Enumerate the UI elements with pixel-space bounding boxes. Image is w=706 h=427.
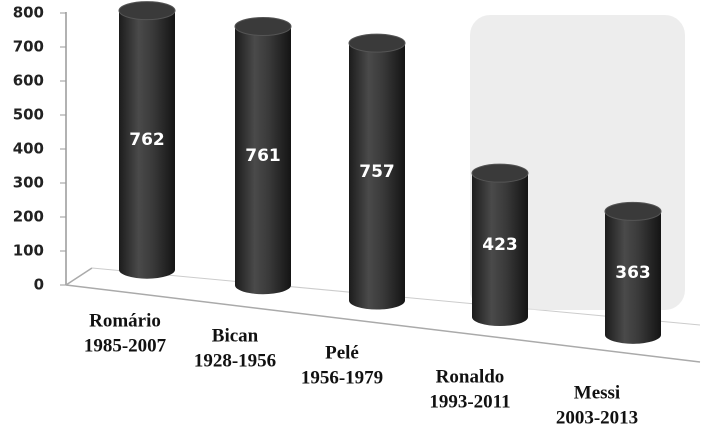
value-label: 757	[359, 162, 395, 182]
x-tick-label: Ronaldo	[436, 366, 505, 387]
y-tick-label: 500	[13, 106, 44, 124]
y-tick-label: 600	[13, 72, 44, 90]
x-tick-label: 1956-1979	[301, 367, 383, 388]
x-tick-label: Messi	[574, 382, 620, 403]
bar-top	[472, 164, 528, 182]
bar-top	[235, 18, 291, 36]
value-label: 423	[482, 235, 518, 255]
y-tick-label: 800	[13, 4, 44, 22]
value-label: 762	[129, 130, 165, 150]
bar-top	[119, 2, 175, 20]
x-tick-label: 1928-1956	[194, 350, 276, 371]
y-tick-label: 400	[13, 140, 44, 158]
chart: 0 100 200 300 400 500 600 700 800 762 Romário 1985-…	[0, 0, 706, 427]
x-tick-label: 1993-2011	[429, 391, 510, 412]
value-label: 761	[245, 146, 281, 166]
y-tick-label: 200	[13, 208, 44, 226]
x-tick-label: Bican	[212, 325, 259, 346]
y-tick-label: 0	[34, 276, 44, 294]
value-label: 363	[615, 263, 651, 283]
bar-top	[605, 202, 661, 220]
x-tick-label: Pelé	[325, 342, 359, 363]
bar-top	[349, 34, 405, 52]
x-tick-label: Romário	[89, 310, 161, 331]
x-tick-label: 2003-2013	[556, 407, 638, 427]
y-tick-label: 100	[13, 242, 44, 260]
y-tick-label: 700	[13, 38, 44, 56]
y-tick-label: 300	[13, 174, 44, 192]
x-tick-label: 1985-2007	[84, 335, 167, 356]
